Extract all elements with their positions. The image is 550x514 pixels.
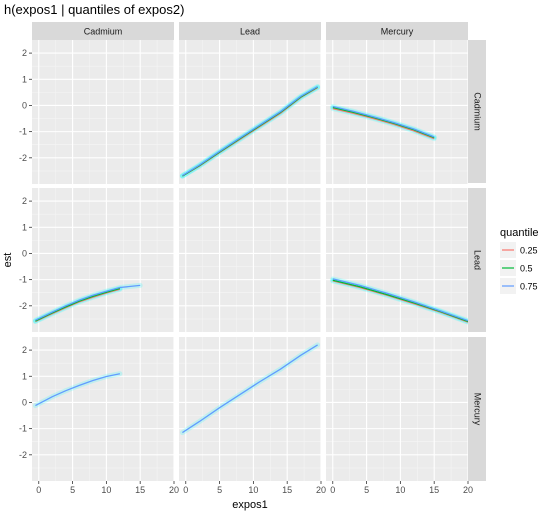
y-tick-label-row2: -1 <box>19 275 27 285</box>
legend-title: quantile <box>500 227 539 239</box>
col-strip-2-label: Lead <box>240 27 260 37</box>
y-tick-label-row3: 0 <box>22 397 27 407</box>
legend-label-1: 0.25 <box>520 246 538 256</box>
x-tick-label-col1: 20 <box>169 485 179 495</box>
series-line-q0.5-panel-r2-c3 <box>332 279 469 323</box>
panel-r3-c2 <box>179 337 322 481</box>
series-line-q0.75-panel-r3-c1 <box>35 373 121 407</box>
series-line-q0.75-panel-r1-c2 <box>182 86 318 177</box>
x-tick-label-col1: 15 <box>135 485 145 495</box>
panel-r3-c1 <box>32 337 175 481</box>
series-line-q0.75-panel-r2-c1 <box>35 284 141 321</box>
x-tick-label-col2: 10 <box>248 485 258 495</box>
x-tick-label-col1: 5 <box>70 485 75 495</box>
x-tick-label-col2: 0 <box>183 485 188 495</box>
y-tick-label-row1: 1 <box>22 74 27 84</box>
y-axis-title: est <box>2 253 14 268</box>
y-tick-label-row2: -2 <box>19 301 27 311</box>
x-tick-label-col3: 10 <box>395 485 405 495</box>
series-line-q0.75-panel-r1-c3 <box>332 105 435 138</box>
series-line-q0.25-panel-r1-c3 <box>332 107 435 140</box>
col-strip-3-bg <box>326 22 468 40</box>
x-tick-label-col3: 20 <box>463 485 473 495</box>
y-tick-label-row2: 1 <box>22 222 27 232</box>
row-strip-3-label: Mercury <box>473 393 483 426</box>
col-strip-1-bg <box>32 22 174 40</box>
y-tick-label-row3: -1 <box>19 424 27 434</box>
row-strip-1-label: Cadmium <box>473 92 483 131</box>
strips-layer: Cadmium Lead Mercury Cadmium Lead Mercur… <box>32 22 486 481</box>
col-strip-3-label: Mercury <box>381 27 414 37</box>
series-line-q0.75-panel-r3-c2 <box>182 344 318 434</box>
row-strip-2: Lead <box>468 188 486 332</box>
panel-r2-c2 <box>179 188 322 332</box>
panel-r3-c3 <box>326 337 469 481</box>
y-tick-label-row1: 0 <box>22 100 27 110</box>
panel-r2-c2-background <box>179 188 321 332</box>
col-strip-2: Lead <box>179 22 321 40</box>
y-tick-label-row3: -2 <box>19 450 27 460</box>
panels-layer <box>32 40 471 481</box>
panel-r1-c2 <box>179 40 322 184</box>
series-line-q0.5-panel-r2-c1 <box>35 287 121 322</box>
legend: quantile 0.25 0.5 0.75 <box>500 227 539 294</box>
panel-r2-c3 <box>326 188 471 332</box>
x-tick-label-col1: 0 <box>36 485 41 495</box>
x-axis-title: expos1 <box>232 499 267 511</box>
chart-title: h(expos1 | quantiles of expos2) <box>4 2 184 17</box>
panel-r2-c3-background <box>326 188 468 332</box>
row-strip-3-bg <box>468 337 486 481</box>
legend-item-3: 0.75 <box>500 278 538 294</box>
col-strip-3: Mercury <box>326 22 468 40</box>
y-tick-label-row1: -1 <box>19 127 27 137</box>
panel-r1-c1 <box>32 40 175 184</box>
col-strip-2-bg <box>179 22 321 40</box>
panel-r3-c1-background <box>32 337 174 481</box>
row-strip-3: Mercury <box>468 337 486 481</box>
legend-item-2: 0.5 <box>500 260 533 276</box>
x-tick-label-col2: 15 <box>282 485 292 495</box>
series-line-q0.75-panel-r2-c3 <box>332 278 469 322</box>
panel-r1-c1-background <box>32 40 174 184</box>
legend-label-3: 0.75 <box>520 282 538 292</box>
x-tick-label-col3: 15 <box>429 485 439 495</box>
col-strip-1: Cadmium <box>32 22 174 40</box>
x-tick-label-col3: 0 <box>330 485 335 495</box>
col-strip-1-label: Cadmium <box>84 27 123 37</box>
x-tick-label-col3: 5 <box>364 485 369 495</box>
row-strip-1: Cadmium <box>468 40 486 183</box>
row-strip-2-label: Lead <box>473 250 483 270</box>
legend-label-2: 0.5 <box>520 264 533 274</box>
y-tick-label-row1: 2 <box>22 48 27 58</box>
y-tick-label-row3: 1 <box>22 371 27 381</box>
panel-r1-c3 <box>326 40 469 184</box>
row-strip-1-bg <box>468 40 486 183</box>
y-tick-label-row3: 2 <box>22 345 27 355</box>
panel-r3-c3-background <box>326 337 468 481</box>
series-line-q0.25-panel-r2-c1 <box>35 288 121 323</box>
y-tick-label-row2: 0 <box>22 248 27 258</box>
panel-r2-c1 <box>32 188 175 332</box>
y-tick-label-row2: 2 <box>22 196 27 206</box>
row-strip-2-bg <box>468 188 486 332</box>
x-tick-label-col2: 20 <box>316 485 326 495</box>
x-tick-label-col2: 5 <box>217 485 222 495</box>
legend-item-1: 0.25 <box>500 242 538 258</box>
x-tick-label-col1: 10 <box>101 485 111 495</box>
y-tick-label-row1: -2 <box>19 153 27 163</box>
series-line-q0.5-panel-r1-c3 <box>332 106 435 139</box>
